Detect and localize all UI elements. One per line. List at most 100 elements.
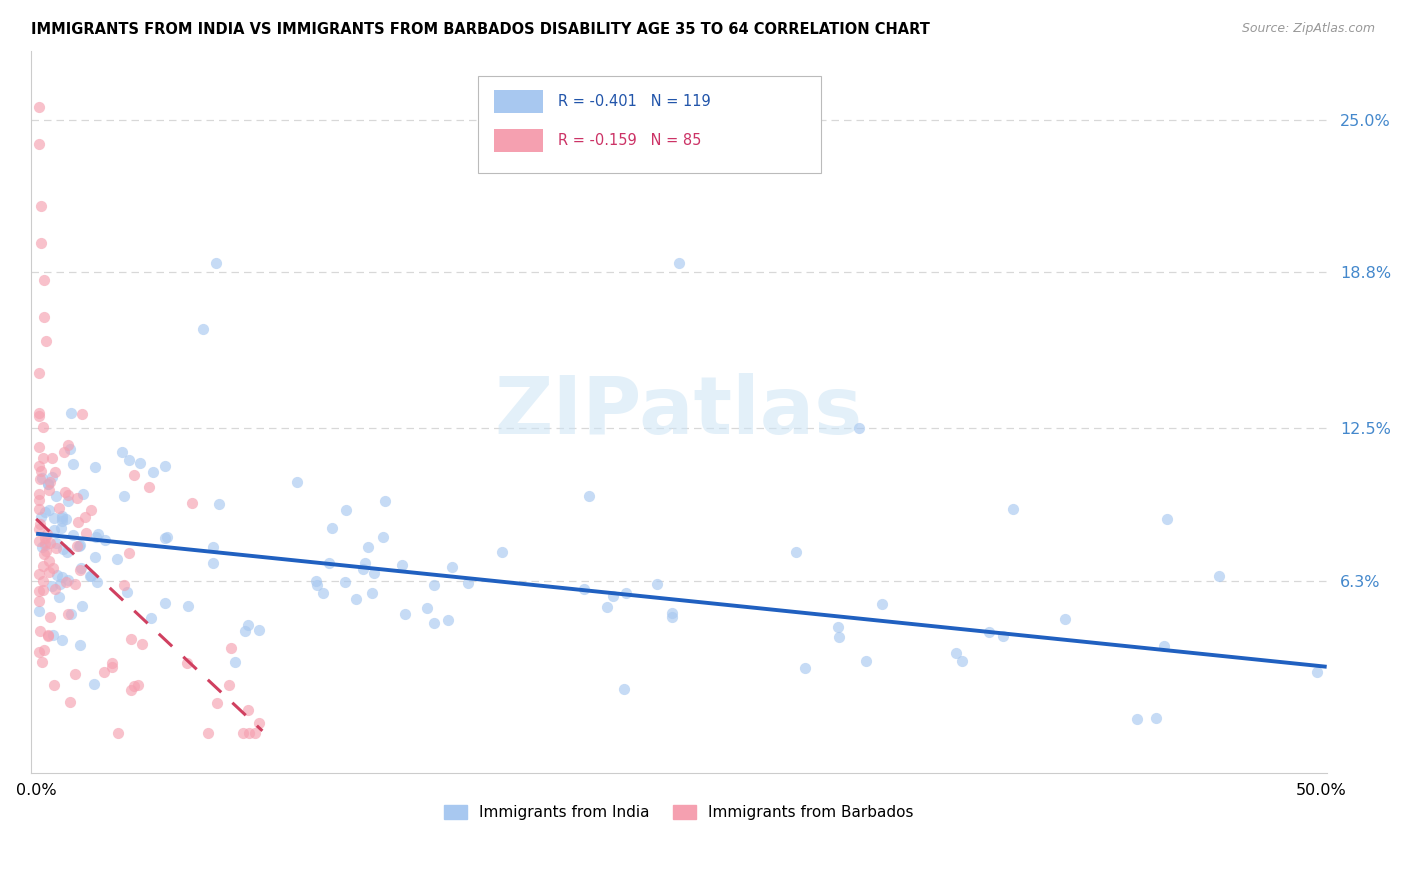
Point [75, 525, 97, 540]
Point [52, 445, 75, 459]
Point [28, 472, 51, 486]
Point [75, 509, 97, 524]
Point [69, 562, 91, 576]
Point [41, 470, 63, 484]
Point [236, 617, 259, 632]
Point [193, 322, 215, 336]
Point [32, 643, 55, 657]
Point [318, 557, 340, 571]
Point [177, 599, 200, 613]
Point [28, 487, 51, 501]
Point [32, 310, 55, 324]
Point [668, 255, 690, 269]
Point [977, 625, 1000, 640]
Point [38, 483, 60, 497]
Point [51, 514, 73, 528]
Point [415, 601, 437, 615]
Point [28, 492, 51, 507]
Point [67, 539, 90, 553]
FancyBboxPatch shape [478, 76, 821, 173]
Point [156, 530, 179, 544]
Point [127, 678, 149, 692]
Point [1208, 568, 1230, 582]
Point [45, 489, 67, 503]
Point [100, 656, 122, 670]
Point [59, 695, 82, 709]
Point [218, 678, 240, 692]
Point [304, 574, 326, 588]
Point [53, 485, 76, 500]
Point [41, 450, 63, 465]
Point [247, 623, 270, 637]
Point [30, 509, 52, 524]
Point [118, 452, 141, 467]
Point [37, 477, 59, 491]
Point [83, 677, 105, 691]
Point [48, 577, 70, 591]
Point [1002, 502, 1025, 516]
Point [457, 575, 479, 590]
Point [197, 726, 219, 740]
Point [66, 516, 89, 530]
Point [69, 638, 91, 652]
Point [62, 457, 84, 471]
Point [93, 665, 115, 679]
Point [28, 367, 51, 381]
Point [848, 421, 870, 435]
Point [70, 560, 93, 574]
Point [32, 419, 55, 434]
Point [236, 703, 259, 717]
Point [38, 503, 60, 517]
Point [371, 530, 394, 544]
Point [363, 566, 385, 580]
Point [58, 488, 80, 502]
Point [63, 576, 86, 591]
Point [51, 570, 73, 584]
Point [48, 500, 70, 515]
FancyBboxPatch shape [494, 128, 543, 152]
Point [614, 586, 637, 600]
Point [827, 619, 849, 633]
Point [111, 445, 134, 459]
Point [28, 645, 51, 659]
Point [34, 536, 56, 550]
Point [247, 716, 270, 731]
Point [828, 630, 851, 644]
Point [31, 471, 53, 485]
Point [37, 477, 59, 491]
Point [344, 591, 367, 606]
Point [32, 574, 55, 588]
Point [31, 464, 53, 478]
Point [32, 558, 55, 573]
Point [72, 599, 94, 614]
Point [596, 599, 619, 614]
Point [80, 502, 103, 516]
Point [945, 646, 967, 660]
Point [35, 334, 58, 349]
Point [118, 546, 141, 560]
Point [58, 574, 80, 588]
Point [153, 531, 176, 545]
Point [1144, 711, 1167, 725]
Point [602, 589, 624, 603]
Point [94, 533, 117, 547]
Point [991, 629, 1014, 643]
Point [105, 551, 128, 566]
Point [48, 591, 70, 605]
Point [305, 578, 328, 592]
Point [30, 624, 52, 639]
Point [238, 726, 260, 740]
Point [42, 628, 65, 642]
Point [440, 560, 463, 574]
Point [950, 654, 973, 668]
Point [32, 582, 55, 597]
Point [1126, 712, 1149, 726]
Point [120, 632, 142, 647]
Point [60, 406, 83, 420]
Point [86, 575, 108, 590]
Point [34, 532, 56, 546]
Point [352, 562, 374, 576]
Point [201, 540, 224, 554]
Point [28, 441, 51, 455]
Point [112, 489, 135, 503]
